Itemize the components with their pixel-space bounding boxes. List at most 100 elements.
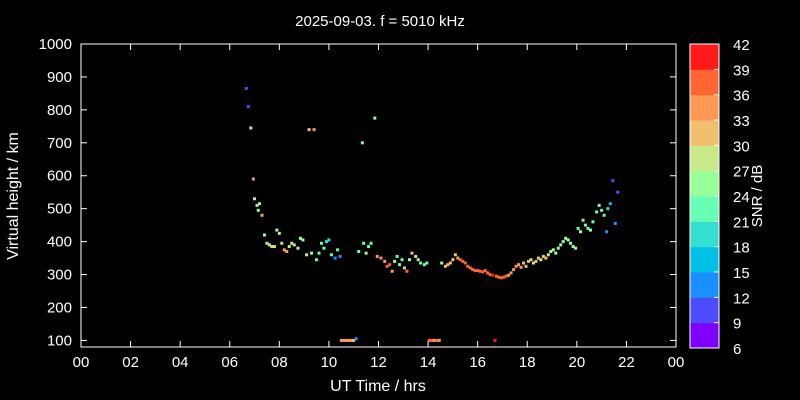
data-point [554, 251, 558, 255]
data-point [613, 221, 617, 225]
colorbar-band [690, 145, 719, 172]
data-point [534, 259, 538, 263]
data-point [333, 256, 337, 260]
data-point [549, 249, 553, 253]
data-point [544, 256, 548, 260]
data-point [526, 259, 530, 263]
data-point [476, 269, 480, 273]
data-point [393, 259, 397, 263]
data-point [509, 271, 513, 275]
colorbar-band [690, 297, 719, 324]
data-point [606, 207, 610, 211]
data-point [473, 269, 477, 273]
data-point [430, 338, 434, 342]
data-point [463, 261, 467, 265]
data-point [456, 256, 460, 260]
colorbar-tick-label: 42 [733, 37, 750, 54]
data-point [395, 254, 399, 258]
x-tick-label: 00 [668, 354, 685, 371]
data-point [307, 128, 311, 132]
x-tick-label: 20 [568, 354, 585, 371]
data-point [458, 258, 462, 262]
data-point [388, 263, 392, 267]
data-point [347, 338, 351, 342]
data-point [416, 258, 420, 262]
colorbar-band [690, 221, 719, 248]
data-point [364, 251, 368, 255]
data-point [608, 202, 612, 206]
data-point [270, 245, 274, 249]
data-point [290, 241, 294, 245]
data-point [301, 238, 305, 242]
data-point [602, 213, 606, 217]
data-point [556, 246, 560, 250]
data-point [249, 126, 253, 130]
x-tick-label: 08 [271, 354, 288, 371]
data-point [437, 338, 441, 342]
x-tick-label: 22 [618, 354, 635, 371]
data-point [292, 243, 296, 247]
y-tick-label: 1000 [39, 36, 72, 53]
data-point [481, 270, 485, 274]
x-tick-label: 00 [73, 354, 90, 371]
x-tick-label: 16 [469, 354, 486, 371]
data-point [357, 249, 361, 253]
data-point [546, 253, 550, 257]
data-point [305, 253, 309, 257]
x-tick-label: 04 [172, 354, 189, 371]
colorbar-tick-label: 12 [733, 290, 750, 307]
x-tick-label: 06 [221, 354, 238, 371]
colorbar-tick-label: 27 [733, 164, 750, 181]
data-point [586, 226, 590, 230]
data-point [461, 259, 465, 263]
data-points [244, 86, 620, 342]
data-point [383, 259, 387, 263]
x-tick-label: 10 [321, 354, 338, 371]
colorbar-tick-label: 21 [733, 214, 750, 231]
data-point [277, 231, 281, 235]
data-point [344, 338, 348, 342]
data-point [282, 248, 286, 252]
data-point [414, 254, 418, 258]
data-point [432, 338, 436, 342]
data-point [591, 220, 595, 224]
colorbar-tick-label: 18 [733, 240, 750, 257]
data-point [339, 338, 343, 342]
data-point [373, 116, 377, 120]
y-tick-label: 700 [47, 135, 72, 152]
data-point [280, 241, 284, 245]
y-tick-label: 400 [47, 234, 72, 251]
colorbar-band [690, 69, 719, 96]
data-point [504, 274, 508, 278]
data-point [315, 258, 319, 262]
data-point [425, 261, 429, 265]
data-point [600, 208, 604, 212]
data-point [531, 261, 535, 265]
data-point [576, 226, 580, 230]
data-point [367, 245, 371, 249]
data-point [569, 241, 573, 245]
data-point [317, 251, 321, 255]
colorbar-tick-label: 33 [733, 113, 750, 130]
data-point [486, 271, 490, 275]
data-point [422, 263, 426, 267]
data-point [502, 275, 506, 279]
data-point [616, 190, 620, 194]
data-point [349, 338, 353, 342]
colorbar-band [690, 246, 719, 273]
data-point [536, 256, 540, 260]
data-point [529, 258, 533, 262]
colorbar-band [690, 44, 719, 70]
data-point [322, 246, 326, 250]
data-point [258, 202, 261, 206]
data-point [272, 245, 276, 249]
data-point [493, 338, 497, 342]
data-point [579, 230, 583, 234]
data-point [398, 263, 402, 267]
data-point [255, 203, 259, 207]
data-point [507, 273, 511, 277]
data-point [369, 241, 373, 245]
data-point [466, 264, 470, 268]
x-tick-label: 02 [122, 354, 139, 371]
data-point [471, 268, 475, 272]
